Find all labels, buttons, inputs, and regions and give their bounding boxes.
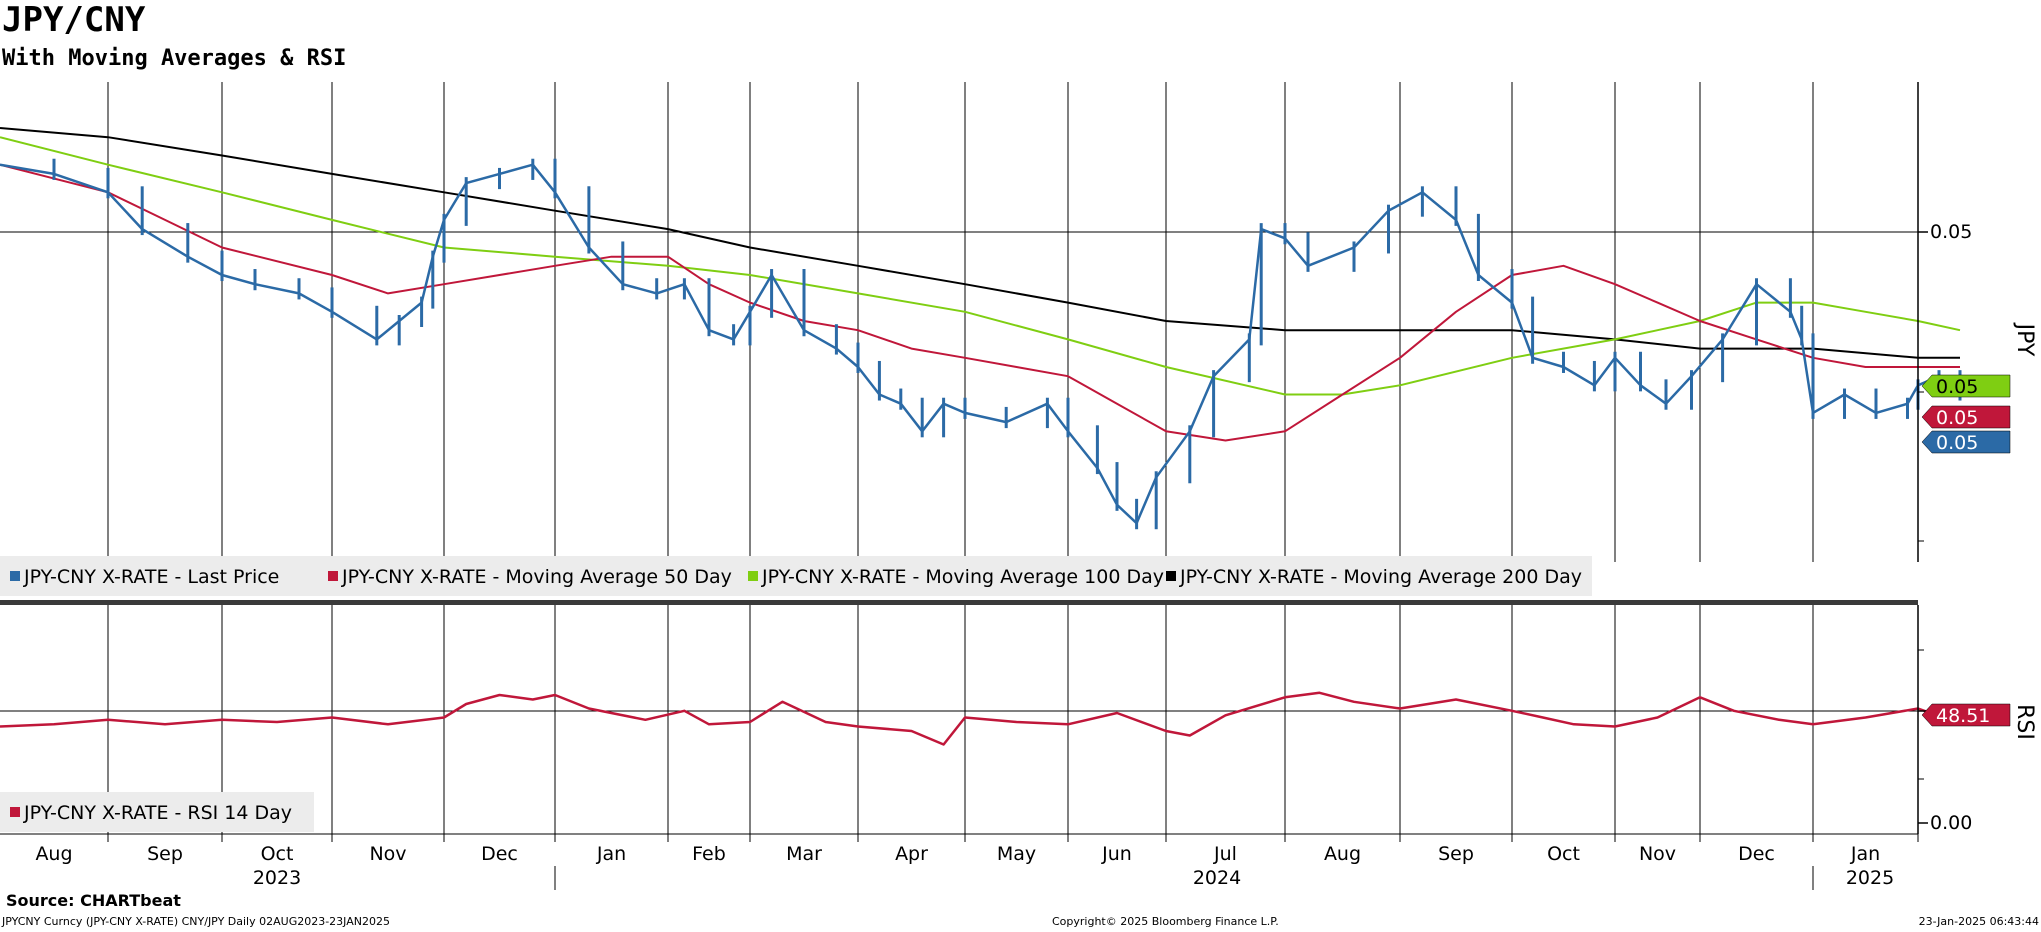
x-tick-label: Oct [261,843,294,865]
footer-source: Source: CHARTbeat [6,891,181,910]
legend-label[interactable]: JPY-CNY X-RATE - Moving Average 100 Day [761,566,1164,588]
legends[interactable]: JPY-CNY X-RATE - Last Price JPY-CNY X-RAT… [0,556,1592,832]
legend-label[interactable]: JPY-CNY X-RATE - RSI 14 Day [23,802,292,824]
x-tick-label: Dec [481,843,518,865]
price-y-tick-label: 0.05 [1930,221,1972,243]
footer-timestamp: 23-Jan-2025 06:43:44 [1918,915,2039,928]
price-legend-bg [0,556,1592,596]
axes: 0.05 JPY 0.00 RSI 0.05 0.05 0.05 48.51 Aug Sep Oct… [0,82,2037,890]
legend-swatch [328,571,338,581]
legend-swatch [10,571,20,581]
last-price-tag [1921,374,2011,398]
x-tick-label: Apr [895,843,928,865]
last-price-tag-label: 0.05 [1936,376,1978,398]
rsi-panel-series [0,691,1971,746]
last-price-tag-label: 0.05 [1936,407,1978,429]
x-tick-label: Feb [692,843,726,865]
x-tick-label: Dec [1738,843,1775,865]
rsi-y-axis-label: RSI [2012,704,2037,740]
price-line [0,163,1961,525]
footer-ticker-info: JPYCNY Curncy (JPY-CNY X-RATE) CNY/JPY D… [2,915,390,928]
x-tick-label: Jan [1850,843,1880,865]
x-tick-label: Nov [1639,843,1676,865]
ma200-line [0,127,1960,359]
x-tick-label: May [997,843,1036,865]
panel-separator [0,600,1918,605]
last-price-tag [1921,405,2011,429]
legend-label[interactable]: JPY-CNY X-RATE - Last Price [23,566,279,588]
legend-swatch [10,807,20,817]
last-price-tag-label: 0.05 [1936,432,1978,454]
x-tick-label: Aug [1324,843,1361,865]
x-year-label: 2024 [1193,867,1241,889]
rsi-legend-bg [0,792,314,832]
x-year-label: 2025 [1846,867,1894,889]
grid-lines [0,82,1918,834]
x-tick-label: Aug [35,843,72,865]
legend-label[interactable]: JPY-CNY X-RATE - Moving Average 50 Day [341,566,732,588]
x-tick-label: Jun [1101,843,1132,865]
x-tick-label: Jan [596,843,626,865]
rsi-last-tag [1921,703,2011,727]
x-tick-label: Nov [369,843,406,865]
price-y-axis-label: JPY [2012,322,2037,357]
x-tick-label: Sep [1438,843,1474,865]
chart-title: JPY/CNY [2,0,146,40]
footer-copyright: Copyright© 2025 Bloomberg Finance L.P. [1052,915,1279,928]
x-tick-label: Mar [786,843,822,865]
rsi-line [0,691,1971,746]
legend-swatch [1166,571,1176,581]
rsi-last-tag-label: 48.51 [1936,705,1990,727]
x-tick-label: Sep [147,843,183,865]
legend-swatch [748,571,758,581]
ma100-line [0,136,1961,396]
last-price-tag [1921,430,2011,454]
price-panel-series [0,127,1962,530]
x-year-label: 2023 [253,867,301,889]
x-tick-label: Oct [1547,843,1580,865]
chart-subtitle: With Moving Averages & RSI [2,46,347,71]
legend-label[interactable]: JPY-CNY X-RATE - Moving Average 200 Day [1179,566,1582,588]
rsi-y-tick-label: 0.00 [1930,812,1972,834]
x-tick-label: Jul [1213,843,1237,865]
